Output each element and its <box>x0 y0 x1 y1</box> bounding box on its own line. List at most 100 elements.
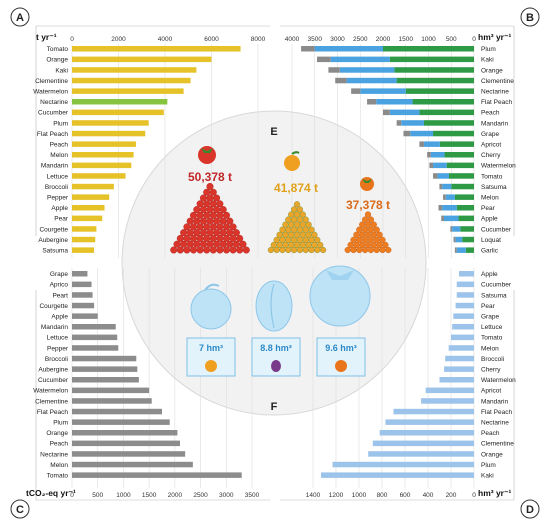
bar-peach <box>72 141 136 147</box>
fruit-ball <box>302 226 309 233</box>
fruit-ball <box>180 229 188 237</box>
bar-clementine <box>372 440 474 447</box>
fruit-ball <box>216 223 224 231</box>
fruit-ball <box>367 236 375 243</box>
panel-b: 4000 3500 3000 2500 2000 1500 1000 500 0 Plum Kaki… <box>285 36 516 258</box>
letter-b-badge: B <box>520 7 540 27</box>
fruit-ball <box>232 229 240 237</box>
panel-frames <box>35 25 515 501</box>
fruit-ball <box>199 217 207 225</box>
category-label-plum: Plum <box>481 462 496 469</box>
fruit-ball <box>288 241 295 249</box>
bar-grey-flat-peach <box>367 99 377 105</box>
fruit-ball <box>206 194 214 202</box>
bar-watermelon <box>439 377 474 383</box>
kaki-area-box: 9.6 hm³ <box>316 337 366 377</box>
fruit-ball <box>362 226 369 233</box>
fruit-ball <box>285 226 292 233</box>
fruit-ball <box>356 226 363 233</box>
fruit-ball <box>193 206 201 214</box>
bar-orange <box>72 430 178 436</box>
tick-label: 4000 <box>158 36 173 43</box>
bar-blue-orange <box>339 67 395 73</box>
unit-c: tCO₂-eq yr⁻¹ <box>26 488 76 498</box>
category-label-aubergine: Aubergine <box>38 237 68 244</box>
bar-mandarin <box>421 398 474 404</box>
bar-plum <box>72 120 149 126</box>
fruit-ball <box>209 211 217 219</box>
tick-label: 3500 <box>245 492 260 499</box>
fruit-ball <box>296 226 304 233</box>
tick-label: 4000 <box>285 36 300 43</box>
category-label-mandarin: Mandarin <box>41 163 68 170</box>
fruit-ball <box>356 246 363 254</box>
bar-orange <box>72 56 212 63</box>
bar-blue-apple <box>443 215 459 222</box>
fruit-ball <box>213 240 221 248</box>
category-label-flat-peach: Flat Peach <box>37 409 68 416</box>
fruit-ball <box>293 201 301 208</box>
bar-green-mandarin <box>423 120 474 126</box>
bar-blue-nectarine <box>360 88 406 94</box>
bar-pear <box>455 302 474 309</box>
bar-blue-loquat <box>455 236 463 243</box>
bar-aprico <box>72 281 92 288</box>
fruit-ball <box>219 229 227 237</box>
fruit-ball <box>291 226 298 233</box>
category-label-tomato: Tomato <box>47 472 69 479</box>
unit-b: hm³ yr⁻¹ <box>478 32 511 42</box>
bar-blue-pear <box>442 205 457 211</box>
fruit-ball <box>216 246 224 254</box>
category-label-apple: Apple <box>481 271 498 278</box>
fruit-ball <box>276 241 283 249</box>
tick-label: 2500 <box>193 492 208 499</box>
persimmon-icon <box>309 265 371 327</box>
category-label-plum: Plum <box>53 419 68 426</box>
fruit-ball <box>209 223 217 231</box>
bar-watermelon <box>72 387 150 394</box>
bar-green-plum <box>383 46 474 52</box>
bar-green-clementine <box>396 77 474 84</box>
bar-green-tomato <box>448 173 474 179</box>
category-label-nectarine: Nectarine <box>481 419 509 426</box>
tick-label: 3000 <box>219 492 234 499</box>
tick-label: 0 <box>70 36 74 43</box>
apple-icon <box>190 283 232 330</box>
bar-lettuce <box>72 334 118 341</box>
category-label-watermelon: Watermelon <box>481 377 516 384</box>
tomato-icon <box>198 146 216 164</box>
tick-label: 0 <box>472 492 476 499</box>
bar-grey-kaki <box>317 56 331 63</box>
category-label-apple: Apple <box>481 216 498 223</box>
tick-label: 2000 <box>168 492 183 499</box>
fruit-ball <box>382 241 389 249</box>
bar-blue-cherry <box>430 152 445 158</box>
category-label-flat-peach: Flat Peach <box>481 99 512 106</box>
fruit-ball <box>222 234 230 242</box>
fruit-ball <box>370 241 377 249</box>
fruit-ball <box>288 231 295 238</box>
fruit-ball <box>183 223 191 231</box>
fruit-ball <box>293 221 301 228</box>
fruit-ball <box>226 217 234 225</box>
category-label-clementine: Clementine <box>481 78 514 85</box>
category-label-clementine: Clementine <box>481 441 514 448</box>
bar-green-watermelon <box>446 162 474 169</box>
fruit-ball <box>314 246 321 254</box>
tick-label: 1000 <box>352 492 367 499</box>
category-label-lettuce: Lettuce <box>481 324 503 331</box>
fruit-ball <box>273 236 280 243</box>
category-label-cherry: Cherry <box>481 152 501 159</box>
fruit-ball <box>222 211 230 219</box>
tick-label: 2000 <box>111 36 126 43</box>
bar-blue-clementine <box>346 77 397 84</box>
orange-icon <box>284 151 300 171</box>
category-label-peart: Peart <box>52 292 68 299</box>
bar-blue-cucumber <box>452 226 461 232</box>
tomato-pyramid <box>170 182 250 254</box>
category-label-flat-peach: Flat Peach <box>37 131 68 138</box>
fruit-ball <box>183 246 191 254</box>
bar-grey-loquat <box>453 236 456 243</box>
fruit-ball <box>282 221 289 228</box>
category-label-flat-peach: Flat Peach <box>481 409 512 416</box>
